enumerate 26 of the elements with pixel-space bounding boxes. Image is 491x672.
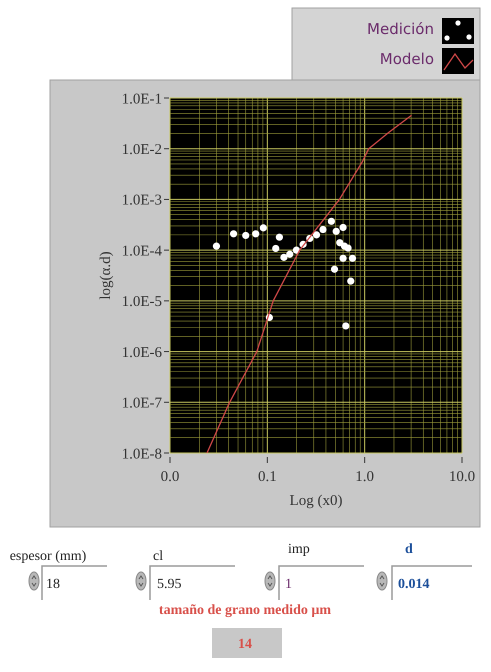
- y-axis-title: log(α.d): [98, 251, 114, 300]
- text: imp: [288, 542, 310, 557]
- y-tick-label: 1.0E-8: [122, 446, 162, 462]
- y-tick-label: 1.0E-5: [122, 294, 162, 310]
- y-tick-label: 1.0E-2: [122, 142, 162, 158]
- text: 18: [46, 577, 60, 592]
- text: 1: [285, 577, 292, 592]
- text: 14: [238, 637, 252, 652]
- x-axis-title: Log (x0): [290, 493, 342, 509]
- text: 0.014: [398, 577, 430, 592]
- y-tick-label: 1.0E-7: [122, 396, 162, 412]
- y-tick-label: 1.0E-4: [122, 243, 162, 260]
- text: espesor (mm): [10, 549, 87, 564]
- text: tamaño de grano medido µm: [158, 603, 332, 618]
- x-tick-label: 1.0: [355, 469, 374, 485]
- text: 5.95: [157, 577, 182, 592]
- x-tick-label: 10.0: [448, 469, 476, 485]
- legend-label: Modelo: [380, 50, 434, 68]
- text: d: [405, 542, 413, 557]
- legend-label: Medición: [367, 20, 434, 38]
- x-tick-label: 0.1: [258, 469, 277, 485]
- x-tick-label: 0.0: [160, 469, 180, 485]
- text: cl: [153, 549, 164, 564]
- y-tick-label: 1.0E-6: [122, 344, 162, 361]
- y-tick-label: 1.0E-1: [122, 91, 162, 108]
- y-tick-label: 1.0E-3: [122, 192, 162, 209]
